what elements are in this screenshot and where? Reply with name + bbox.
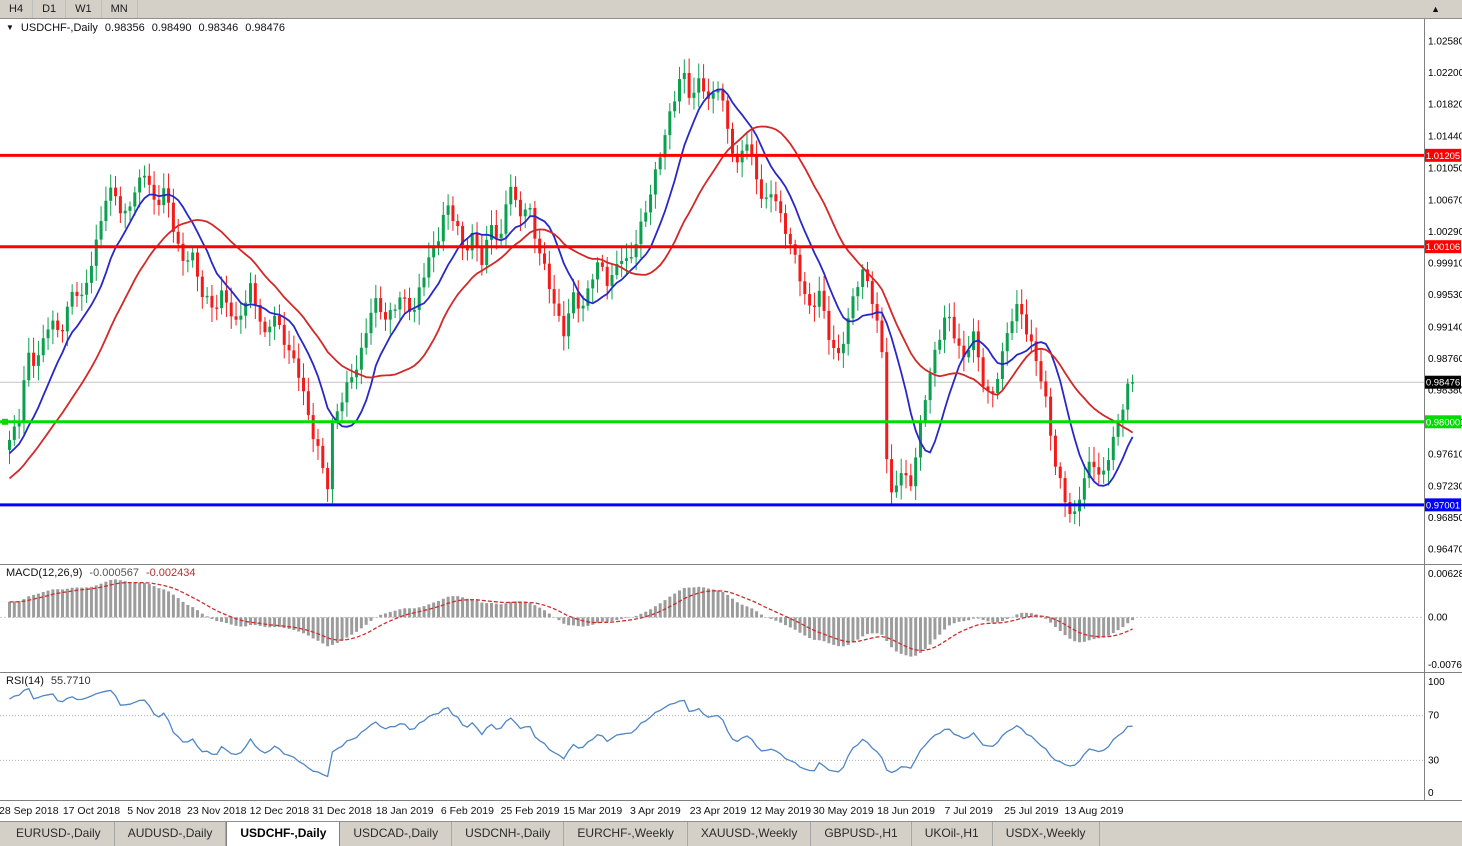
- macd-signal-value: -0.002434: [145, 567, 196, 579]
- date-label: 31 Dec 2018: [312, 805, 372, 817]
- price-axis-label: 1.01820: [1428, 100, 1462, 111]
- svg-text:0.98476: 0.98476: [1426, 378, 1460, 389]
- price-axis-label: 1.01440: [1428, 131, 1462, 142]
- chart-tab-bar: EURUSD-,Daily AUDUSD-,Daily USDCHF-,Daily U…: [0, 821, 1462, 846]
- date-label: 12 May 2019: [750, 805, 812, 817]
- hline-price-tag: 1.01205: [1425, 148, 1461, 162]
- price-axis-label: 0.99910: [1428, 258, 1462, 269]
- date-label: 5 Nov 2018: [127, 805, 181, 817]
- svg-text:0.98000: 0.98000: [1426, 417, 1460, 428]
- macd-indicator-name: MACD(12,26,9): [6, 567, 83, 579]
- rsi-axis-label: 70: [1428, 711, 1440, 722]
- chart-high-value: 0.98490: [151, 22, 192, 34]
- chart-open-value: 0.98356: [104, 22, 145, 34]
- chart-low-value: 0.98346: [198, 22, 239, 34]
- price-axis-label: 0.98380: [1428, 386, 1462, 397]
- date-label: 3 Apr 2019: [629, 805, 681, 817]
- price-axis-label: 1.00290: [1428, 227, 1462, 238]
- date-label: 23 Apr 2019: [689, 805, 747, 817]
- date-label: 12 Dec 2018: [249, 805, 310, 817]
- triangle-down-icon[interactable]: ▼: [6, 23, 14, 32]
- macd-title: MACD(12,26,9) -0.000567 -0.002434: [6, 567, 196, 579]
- date-label: 25 Jul 2019: [1004, 805, 1059, 817]
- hline-anchor-marker: [2, 418, 8, 425]
- ma-fast-line: [8, 88, 1134, 487]
- ma-slow-line: [8, 125, 1134, 480]
- hline-price-tag: 0.98000: [1425, 415, 1461, 429]
- date-label: 18 Jan 2019: [375, 805, 434, 817]
- price-axis-label: 0.97230: [1428, 481, 1462, 492]
- price-axis-label: 1.02580: [1428, 37, 1462, 48]
- rsi-axis-label: 30: [1428, 755, 1440, 766]
- price-axis-label: 0.96850: [1428, 513, 1462, 524]
- date-label: 6 Feb 2019: [440, 805, 494, 817]
- date-axis[interactable]: 28 Sep 2018 17 Oct 2018 5 Nov 2018 23 Nov 2…: [0, 800, 1462, 821]
- price-axis-label: 0.99140: [1428, 323, 1462, 334]
- tab-usdx-weekly[interactable]: USDX-,Weekly: [993, 822, 1100, 846]
- date-label: 30 May 2019: [813, 805, 874, 817]
- price-axis-label: 0.98760: [1428, 354, 1462, 365]
- rsi-canvas[interactable]: 100 70 30 0: [0, 672, 1462, 800]
- chart-symbol-period: USDCHF-,Daily: [20, 22, 98, 34]
- chart-close-value: 0.98476: [245, 22, 285, 34]
- rsi-line: [9, 687, 1133, 778]
- macd-panel: MACD(12,26,9) -0.000567 -0.002434 0.0062…: [0, 564, 1462, 672]
- svg-text:1.00106: 1.00106: [1426, 242, 1460, 253]
- chart-title: ▼ USDCHF-,Daily 0.98356 0.98490 0.98346 …: [6, 22, 285, 34]
- date-label: 7 Jul 2019: [944, 805, 993, 817]
- timeframe-button-mn[interactable]: MN: [102, 0, 138, 18]
- timeframe-button-d1[interactable]: D1: [33, 0, 67, 18]
- rsi-indicator-name: RSI(14): [6, 675, 44, 687]
- date-label: 28 Sep 2018: [0, 805, 59, 817]
- rsi-title: RSI(14) 55.7710: [6, 675, 91, 687]
- date-label: 13 Aug 2019: [1064, 805, 1124, 817]
- rsi-panel: RSI(14) 55.7710 100 70 30 0: [0, 672, 1462, 800]
- price-axis-label: 1.02200: [1428, 68, 1462, 79]
- macd-axis-label: -0.00762: [1428, 660, 1462, 671]
- svg-text:1.01205: 1.01205: [1426, 151, 1460, 162]
- macd-histogram: [8, 579, 1135, 657]
- date-label: 17 Oct 2018: [62, 805, 121, 817]
- rsi-axis-label: 100: [1428, 677, 1445, 688]
- rsi-value: 55.7710: [50, 675, 91, 687]
- horizontal-level-line[interactable]: [0, 418, 1424, 425]
- macd-signal-line: [9, 581, 1133, 652]
- timeframe-button-w1[interactable]: W1: [66, 0, 102, 18]
- current-price-tag: 0.98476: [1425, 375, 1461, 389]
- price-axis-label: 0.97610: [1428, 450, 1462, 461]
- price-axis-label: 0.99530: [1428, 290, 1462, 301]
- date-label: 18 Jun 2019: [877, 805, 935, 817]
- hline-price-tag: 1.00106: [1425, 240, 1461, 254]
- macd-canvas[interactable]: 0.00628 0.00 -0.00762: [0, 564, 1462, 672]
- timeframe-toolbar: H4 D1 W1 MN ▲: [0, 0, 1462, 19]
- tab-audusd-daily[interactable]: AUDUSD-,Daily: [115, 822, 227, 846]
- svg-text:0.97001: 0.97001: [1426, 500, 1460, 511]
- tab-eurchf-weekly[interactable]: EURCHF-,Weekly: [564, 822, 688, 846]
- tab-usdcnh-daily[interactable]: USDCNH-,Daily: [452, 822, 565, 846]
- date-label: 15 Mar 2019: [563, 805, 623, 817]
- price-axis-label: 1.00670: [1428, 195, 1462, 206]
- main-chart-canvas[interactable]: 1.02580 1.02200 1.01820 1.01440 1.01050 1.006…: [0, 19, 1462, 564]
- tab-usdcad-daily[interactable]: USDCAD-,Daily: [340, 822, 453, 846]
- price-axis-label: 0.96470: [1428, 545, 1462, 556]
- arrow-up-icon[interactable]: ▲: [1431, 4, 1440, 14]
- macd-axis-label: 0.00: [1428, 612, 1448, 623]
- rsi-axis-label: 0: [1428, 788, 1434, 799]
- date-label: 23 Nov 2018: [186, 805, 247, 817]
- tab-ukoil-h1[interactable]: UKOil-,H1: [912, 822, 993, 846]
- hline-price-tag: 0.97001: [1425, 498, 1461, 512]
- main-chart-panel: ▼ USDCHF-,Daily 0.98356 0.98490 0.98346 …: [0, 19, 1462, 564]
- price-axis-label: 1.01050: [1428, 164, 1462, 175]
- tab-usdchf-daily[interactable]: USDCHF-,Daily: [226, 822, 341, 846]
- date-label: 25 Feb 2019: [500, 805, 560, 817]
- tab-gbpusd-h1[interactable]: GBPUSD-,H1: [811, 822, 912, 846]
- timeframe-button-h4[interactable]: H4: [0, 0, 34, 18]
- macd-axis-label: 0.00628: [1428, 569, 1462, 580]
- tab-eurusd-daily[interactable]: EURUSD-,Daily: [3, 822, 115, 846]
- macd-main-value: -0.000567: [89, 567, 139, 579]
- tab-xauusd-weekly[interactable]: XAUUSD-,Weekly: [688, 822, 812, 846]
